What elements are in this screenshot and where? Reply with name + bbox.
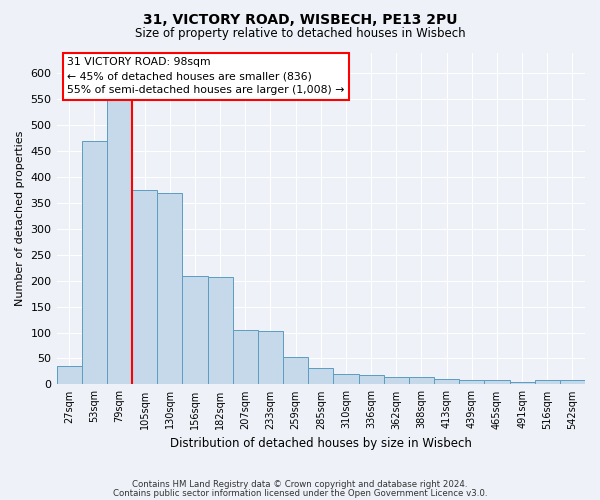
Text: Contains public sector information licensed under the Open Government Licence v3: Contains public sector information licen… xyxy=(113,489,487,498)
Bar xyxy=(535,380,560,384)
Bar xyxy=(132,190,157,384)
Text: Size of property relative to detached houses in Wisbech: Size of property relative to detached ho… xyxy=(134,28,466,40)
Text: 31 VICTORY ROAD: 98sqm
← 45% of detached houses are smaller (836)
55% of semi-de: 31 VICTORY ROAD: 98sqm ← 45% of detached… xyxy=(67,58,344,96)
Text: Contains HM Land Registry data © Crown copyright and database right 2024.: Contains HM Land Registry data © Crown c… xyxy=(132,480,468,489)
Bar xyxy=(509,382,535,384)
Bar xyxy=(359,375,383,384)
Bar xyxy=(434,379,459,384)
Bar xyxy=(258,331,283,384)
Bar xyxy=(157,192,182,384)
Y-axis label: Number of detached properties: Number of detached properties xyxy=(15,131,25,306)
Bar xyxy=(182,276,208,384)
Bar xyxy=(560,380,585,384)
Bar xyxy=(308,368,334,384)
Bar xyxy=(82,140,107,384)
Bar xyxy=(409,377,434,384)
Text: 31, VICTORY ROAD, WISBECH, PE13 2PU: 31, VICTORY ROAD, WISBECH, PE13 2PU xyxy=(143,12,457,26)
Bar xyxy=(484,380,509,384)
Bar xyxy=(383,376,409,384)
Bar xyxy=(459,380,484,384)
Bar xyxy=(233,330,258,384)
Bar xyxy=(334,374,359,384)
Bar xyxy=(208,276,233,384)
Bar xyxy=(283,357,308,384)
X-axis label: Distribution of detached houses by size in Wisbech: Distribution of detached houses by size … xyxy=(170,437,472,450)
Bar xyxy=(107,73,132,384)
Bar xyxy=(56,366,82,384)
